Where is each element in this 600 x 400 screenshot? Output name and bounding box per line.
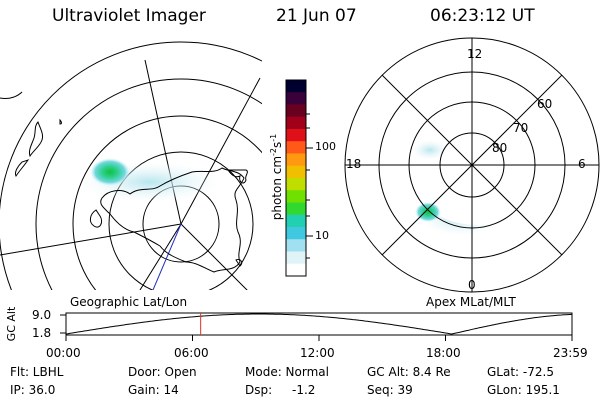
info-filter: Flt: LBHL xyxy=(10,365,64,379)
colorbar-segment xyxy=(286,202,306,216)
info-mode: Mode: Normal xyxy=(245,365,329,379)
info-dsp-label: Dsp: xyxy=(245,383,273,397)
info-door: Door: Open xyxy=(128,365,197,379)
colorbar-segment xyxy=(286,214,306,228)
colorbar-segment xyxy=(286,104,306,118)
colorbar-segment xyxy=(286,190,306,203)
colorbar-segment xyxy=(286,153,306,167)
colorbar xyxy=(285,79,313,277)
orbit-xtick: 18:00 xyxy=(426,346,461,360)
apex-label: Apex MLat/MLT xyxy=(426,295,516,309)
orbit-ytick-high: 9.0 xyxy=(32,308,52,322)
colorbar-segment xyxy=(286,239,306,252)
mlt-label-12: 12 xyxy=(467,47,483,61)
colorbar-tick-10: 10 xyxy=(315,229,329,242)
info-seq: Seq: 39 xyxy=(367,383,413,397)
colorbar-segment xyxy=(286,178,306,191)
aurora-blob-right xyxy=(415,202,441,222)
colorbar-segment xyxy=(286,92,306,105)
mlat-label-80: 80 xyxy=(492,141,508,155)
mlat-label-60: 60 xyxy=(537,97,553,111)
instrument-title: Ultraviolet Imager xyxy=(52,6,206,26)
magnetic-map xyxy=(344,37,600,293)
colorbar-tick-100: 100 xyxy=(315,140,336,153)
mlt-label-0: 0 xyxy=(468,278,476,292)
time-label: 06:23:12 UT xyxy=(430,6,535,26)
geographic-label: Geographic Lat/Lon xyxy=(70,295,188,309)
info-gain: Gain: 14 xyxy=(128,383,179,397)
colorbar-segment xyxy=(286,263,306,277)
aurora-blob-left xyxy=(90,158,130,186)
orbit-plot xyxy=(60,312,573,341)
colorbar-segment xyxy=(286,116,306,130)
mlt-label-6: 6 xyxy=(578,157,586,171)
orbit-xtick: 00:00 xyxy=(46,346,81,360)
info-ip: IP: 36.0 xyxy=(10,383,56,397)
info-gc-alt: GC Alt: 8.4 Re xyxy=(367,365,451,379)
colorbar-segment xyxy=(286,129,306,142)
colorbar-segment xyxy=(286,227,306,240)
orbit-xtick: 12:00 xyxy=(300,346,335,360)
colorbar-segment xyxy=(286,141,306,154)
info-glon: GLon: 195.1 xyxy=(487,383,560,397)
orbit-ylabel: GC Alt xyxy=(5,306,18,342)
mlt-label-18: 18 xyxy=(346,157,362,171)
orbit-xtick: 06:00 xyxy=(174,346,209,360)
info-glat: GLat: -72.5 xyxy=(487,365,554,379)
orbit-ytick-low: 1.8 xyxy=(32,326,52,340)
orbit-xtick: 23:59 xyxy=(553,346,588,360)
colorbar-segment xyxy=(286,80,306,93)
geographic-map xyxy=(0,41,262,290)
colorbar-segment xyxy=(286,251,306,265)
date-label: 21 Jun 07 xyxy=(276,6,357,26)
colorbar-unit-label: photon cm-2s-1 xyxy=(269,133,284,221)
colorbar-segment xyxy=(286,165,306,179)
info-dsp-value: -1.2 xyxy=(292,383,316,397)
mlat-label-70: 70 xyxy=(513,121,529,135)
